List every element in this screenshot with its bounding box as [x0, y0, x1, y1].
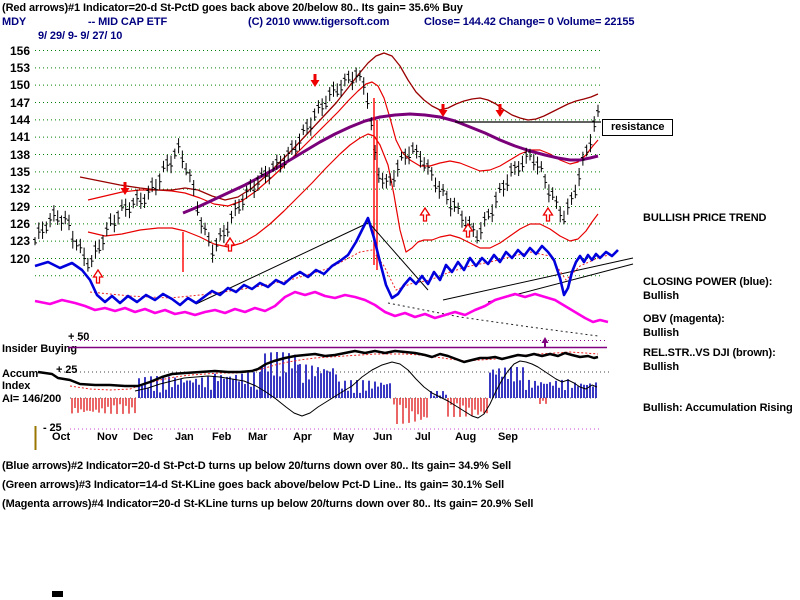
accumulation-status: Bullish: Accumulation Rising: [643, 402, 793, 414]
obv-line: [34, 290, 609, 324]
obv-trend-black-dotted: [387, 302, 599, 337]
month-tick-label: Feb: [212, 431, 232, 443]
price-tick-label: 147: [9, 95, 30, 110]
red-up-arrow-icon: [462, 222, 474, 238]
month-tick-label: Dec: [133, 431, 153, 443]
relative-strength-title: REL.STR..VS DJI (brown):: [643, 347, 776, 359]
price-tick-label: 138: [9, 147, 30, 162]
insider-buy-arrow-icon: [541, 337, 549, 348]
ai-signal-thin-line: [134, 360, 598, 419]
price-tick-label: 144: [9, 112, 30, 127]
index-label: Index: [2, 380, 31, 392]
price-tick-label: 129: [9, 199, 30, 214]
price-tick-label: 120: [9, 251, 30, 266]
closing-power-line: [34, 216, 619, 307]
price-tick-label: 126: [9, 216, 30, 231]
month-tick-label: Nov: [97, 431, 118, 443]
closing-power-title: CLOSING POWER (blue):: [643, 276, 773, 288]
ai-minus25-label: - 25: [43, 422, 62, 434]
red-down-arrow-icon: [310, 74, 320, 87]
price-tick-label: 150: [9, 78, 30, 93]
red-up-arrow-icon: [92, 268, 104, 284]
date-range: 9/ 29/ 9- 9/ 27/ 10: [38, 30, 123, 42]
month-tick-label: Sep: [498, 431, 518, 443]
month-tick-label: Mar: [248, 431, 268, 443]
price-tick-label: 153: [9, 60, 30, 75]
price-trend-status: BULLISH PRICE TREND: [643, 212, 767, 224]
month-tick-label: Jun: [373, 431, 393, 443]
price-tick-label: 123: [9, 234, 30, 249]
red-down-arrow-icon: [438, 104, 448, 117]
signal-description-line3: (Green arrows)#3 Indicator=14-d St-KLine…: [2, 479, 505, 491]
price-tick-label: 141: [9, 130, 30, 145]
red-down-arrow-icon: [120, 182, 130, 195]
envelope-bands: [79, 52, 599, 253]
red-up-arrow-icon: [224, 236, 236, 252]
closing-power-status: Bullish: [643, 290, 679, 302]
ai-ma-red-dotted: [69, 351, 599, 391]
signal-arrows: [92, 74, 554, 284]
price-tick-label: 156: [9, 43, 30, 58]
ai-plus25-label: + 25: [56, 364, 78, 376]
resistance-label-box: resistance: [602, 119, 674, 136]
copyright-text: (C) 2010 www.tigersoft.com: [248, 16, 390, 28]
reference-dotted-rows: [60, 340, 610, 430]
price-bars: [33, 67, 600, 272]
signal-description-line1: (Red arrows)#1 Indicator=20-d St-PctD go…: [2, 2, 463, 14]
accumulation-histogram: [71, 352, 597, 424]
price-tick-label: 135: [9, 164, 30, 179]
signal-description-line2: (Blue arrows)#2 Indicator=20-d St-Pct-D …: [2, 460, 512, 472]
accum-label: Accum: [2, 368, 39, 380]
corner-mark: [52, 591, 63, 597]
month-tick-label: May: [333, 431, 355, 443]
obv-title: OBV (magenta):: [643, 313, 725, 325]
insider-buying-label: Insider Buying: [2, 343, 77, 355]
red-up-arrow-icon: [542, 206, 554, 222]
month-tick-label: Jan: [175, 431, 194, 443]
ticker-symbol: MDY: [2, 16, 27, 28]
month-tick-label: Aug: [455, 431, 477, 443]
cp-ma-red-dotted: [89, 249, 613, 299]
trendlines: [195, 221, 634, 305]
security-name: -- MID CAP ETF: [88, 16, 168, 28]
price-tick-label: 132: [9, 182, 30, 197]
month-tick-label: Jul: [415, 431, 431, 443]
obv-status: Bullish: [643, 327, 679, 339]
red-down-arrow-icon: [495, 104, 505, 117]
month-tick-label: Oct: [52, 431, 71, 443]
red-up-arrow-icon: [419, 206, 431, 222]
relative-strength-status: Bullish: [643, 361, 679, 373]
accumulation-index-line: [37, 349, 599, 388]
ai-value-label: AI= 146/200: [2, 393, 62, 405]
quote-summary: Close= 144.42 Change= 0 Volume= 22155: [424, 16, 635, 28]
signal-description-line4: (Magenta arrows)#4 Indicator=20-d St-KLi…: [2, 498, 534, 510]
month-tick-label: Apr: [293, 431, 312, 443]
